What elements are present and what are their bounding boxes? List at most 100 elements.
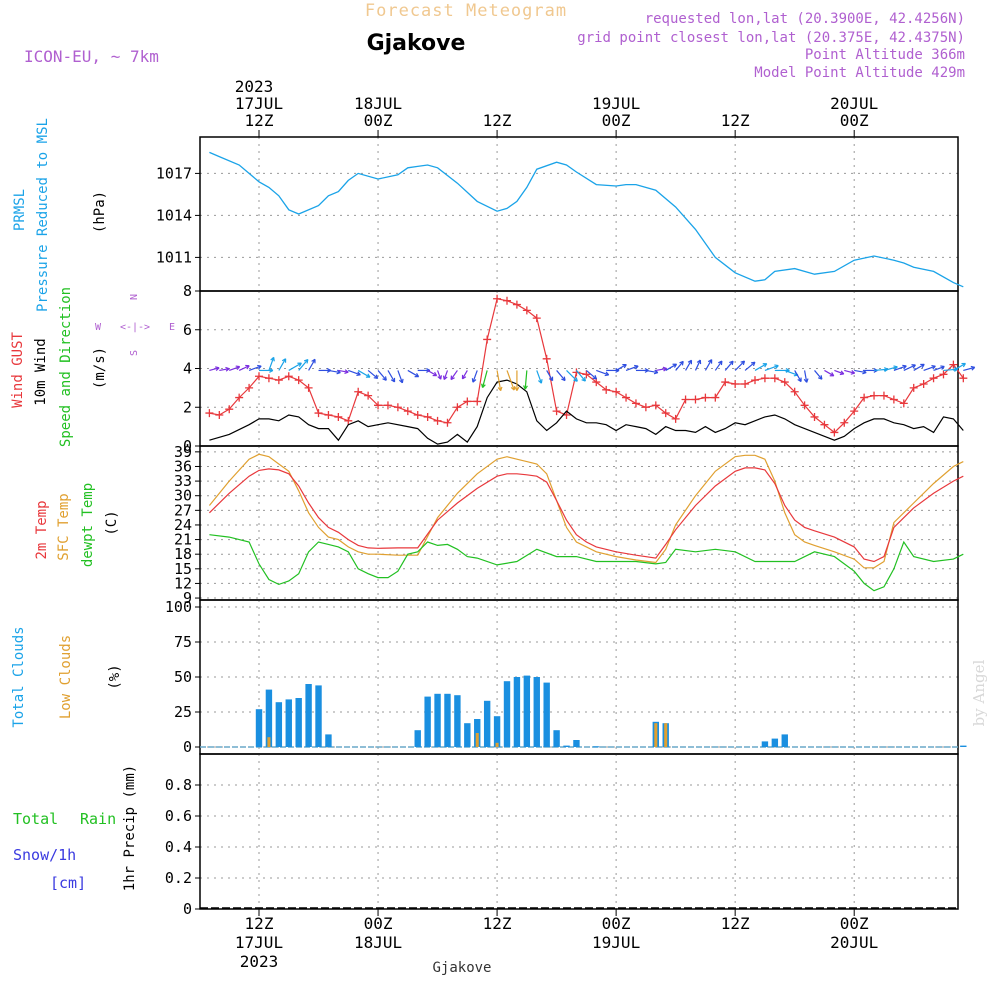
panels: 1011101410170246891215182124273033363902… (156, 136, 976, 918)
gust-marker (453, 403, 462, 412)
info-line-2: grid point closest lon,lat (20.375E, 42.… (577, 30, 965, 46)
gust-marker (473, 397, 482, 406)
y-tick-label: 75 (174, 633, 192, 651)
gust-marker (522, 306, 531, 315)
arrow-head (672, 363, 678, 368)
arrow-shaft (278, 358, 287, 371)
direction-arrow (397, 370, 404, 384)
total-cloud-bar (305, 684, 312, 747)
bottom-tick-date: 17JUL (235, 933, 283, 952)
gust-marker (879, 391, 888, 400)
wind-labels: Wind GUST 10m Wind Speed and Direction (… (10, 287, 108, 447)
pressure-name-label: PRMSL (12, 189, 28, 231)
total-cloud-bar (761, 741, 769, 747)
direction-arrow (308, 358, 316, 371)
gust-marker (661, 409, 670, 418)
arrow-shaft (585, 369, 597, 380)
direction-arrow (854, 369, 867, 375)
gust-marker (255, 372, 263, 381)
total-cloud-bar (771, 738, 779, 747)
arrow-shaft (377, 370, 387, 381)
arrow-shaft (704, 359, 713, 371)
arrow-head (471, 378, 477, 383)
total-cloud-bar (424, 696, 431, 747)
gust-marker (542, 354, 551, 363)
direction-arrow (523, 370, 528, 390)
total-cloud-bar (781, 734, 788, 747)
direction-arrow (288, 362, 302, 371)
arrow-head (398, 378, 404, 384)
total-cloud-bar (483, 700, 491, 747)
arrow-shaft (903, 364, 916, 371)
arrow-head (774, 364, 779, 369)
gust-marker (671, 414, 680, 423)
direction-arrow (615, 363, 627, 371)
arrow-head (803, 378, 809, 383)
arrow-head (920, 363, 925, 369)
gust-marker (949, 360, 958, 369)
arrow-shaft (575, 370, 586, 382)
direction-arrow (229, 365, 241, 372)
y-tick-label: 25 (174, 703, 192, 721)
direction-arrow (903, 364, 916, 371)
arrow-shaft (328, 369, 341, 374)
direction-arrow (963, 365, 976, 372)
y-tick-label: 9 (183, 589, 192, 607)
bottom-tick-year: 2023 (240, 952, 279, 971)
pressure-panel: 1011 1014 1017 (156, 136, 959, 292)
direction-arrow (913, 363, 925, 371)
arrow-head (653, 369, 659, 375)
snow-unit-label: [cm] (50, 874, 86, 892)
arrow-shaft (675, 361, 684, 371)
direction-arrow (377, 370, 387, 381)
total-cloud-bar (523, 675, 531, 747)
gust-marker (751, 376, 759, 385)
y-tick-label: 36 (174, 457, 192, 475)
total-cloud-bar (315, 685, 322, 747)
direction-arrow (471, 370, 478, 383)
top-tick-hour: 00Z (602, 111, 631, 130)
bottom-tick-date: 19JUL (592, 933, 640, 952)
arrow-shaft (784, 369, 799, 376)
arrow-head (311, 358, 316, 364)
y-tick-label: 0.2 (165, 869, 192, 887)
pressure-unit-label: (hPa) (92, 191, 108, 233)
direction-arrow (357, 369, 371, 378)
arrow-head (829, 372, 835, 377)
gust-marker (364, 391, 373, 400)
arrow-head (893, 365, 898, 371)
gust-marker (721, 378, 730, 387)
direction-arrow (556, 370, 566, 382)
top-tick-hour: 12Z (245, 111, 274, 130)
gust-marker (403, 407, 412, 416)
location-name: Gjakove (367, 31, 466, 56)
precip-labels: Total Rain Snow/1h [cm] 1hr Precip (mm) (13, 765, 138, 892)
arrow-shaft (923, 365, 936, 372)
direction-arrow (824, 369, 835, 377)
gust-marker (463, 397, 472, 406)
direction-arrow (585, 369, 598, 380)
gust-marker (483, 335, 492, 344)
arrow-head (281, 358, 287, 363)
gust-marker (651, 401, 660, 410)
gust-marker (383, 401, 392, 410)
bottom-tick-hour: 00Z (364, 914, 393, 933)
arrow-shaft (625, 365, 639, 372)
arrow-head (432, 371, 438, 377)
temperature-frame (199, 445, 959, 601)
direction-arrow (514, 370, 520, 391)
arrow-head (481, 383, 486, 388)
direction-arrow (436, 370, 442, 380)
arrow-shaft (461, 370, 468, 380)
gust-marker (602, 385, 611, 394)
direction-arrow (923, 364, 936, 372)
arrow-head (390, 377, 396, 383)
clouds-unit-label: (%) (107, 664, 123, 689)
arrow-head (931, 364, 936, 370)
arrow-head (373, 374, 379, 380)
direction-arrow (744, 361, 756, 371)
gust-marker (433, 416, 442, 425)
direction-arrow (238, 364, 250, 371)
arrow-shaft (308, 359, 316, 371)
